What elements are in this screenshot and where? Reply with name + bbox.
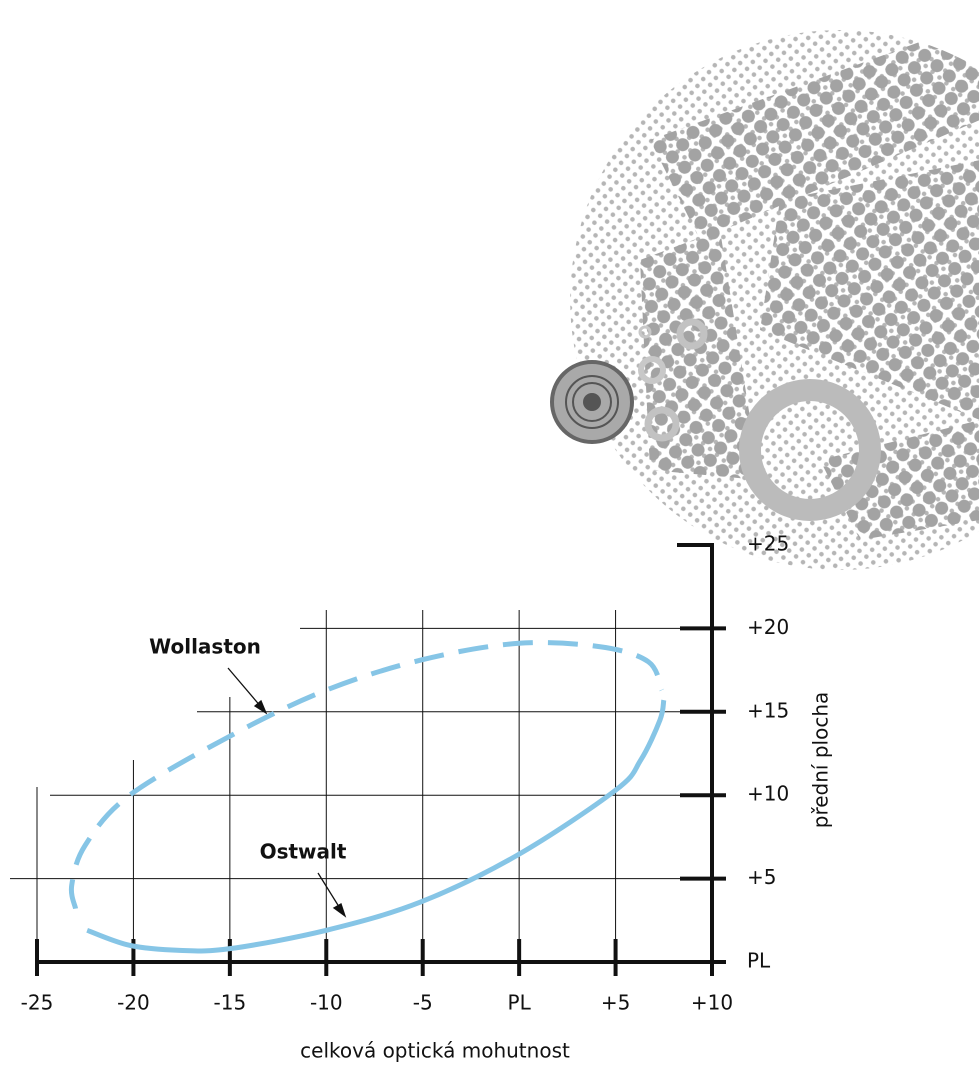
page: {"chart_data": { "type": "line", "x_labe… [0, 0, 979, 1066]
data-line [71, 643, 661, 909]
x-axis-label: celková optická mohutnost [300, 1039, 570, 1063]
x-tick-label: -10 [310, 991, 343, 1015]
halftone-decoration [570, 20, 979, 570]
annotation: Wollaston [149, 635, 261, 659]
x-tick-label: -5 [413, 991, 433, 1015]
y-tick-label: +10 [747, 782, 789, 806]
chart: celková optická mohutnost přední plocha … [0, 0, 979, 1066]
x-tick-label: -15 [214, 991, 247, 1015]
x-tick-label: -25 [21, 991, 54, 1015]
y-tick-label: +15 [747, 698, 789, 722]
data-line [87, 700, 664, 951]
y-tick-label: PL [747, 949, 771, 973]
x-tick-label: -20 [117, 991, 150, 1015]
annotation: Ostwalt [260, 840, 347, 864]
x-tick-label: PL [508, 991, 532, 1015]
x-tick-label: +10 [691, 991, 733, 1015]
y-tick-label: +5 [747, 865, 776, 889]
y-tick-label: +20 [747, 615, 789, 639]
y-tick-label: +25 [747, 532, 789, 556]
x-tick-label: +5 [601, 991, 630, 1015]
y-axis-label: přední plocha [809, 692, 833, 828]
